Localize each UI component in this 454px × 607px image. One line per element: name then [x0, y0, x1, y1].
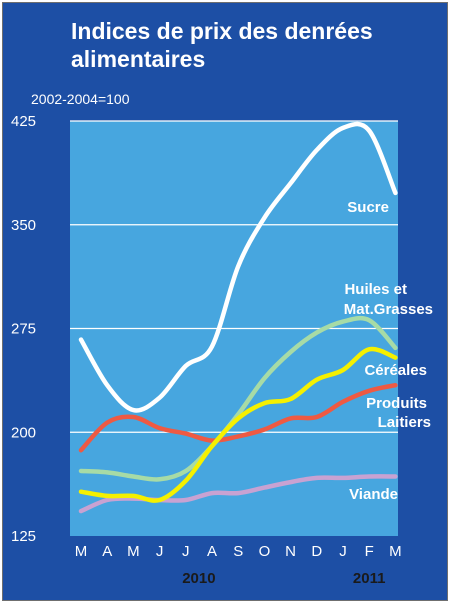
food-price-chart: Indices de prix des denrées alimentaires… — [11, 18, 433, 587]
series-label-huiles-line-2: Mat.Grasses — [344, 301, 433, 318]
x-tick-label: S — [233, 543, 243, 560]
x-tick-label: M — [127, 543, 140, 560]
y-tick-label: 275 — [11, 321, 36, 338]
x-tick-label: A — [207, 543, 217, 560]
x-tick-label: M — [75, 543, 88, 560]
year-label: 2010 — [182, 570, 215, 587]
series-label-viande: Viande — [349, 486, 398, 503]
chart-title: Indices de prix des denrées alimentaires — [71, 18, 373, 72]
x-tick-label: N — [285, 543, 296, 560]
x-tick-label: D — [311, 543, 322, 560]
series-label-sucre: Sucre — [347, 199, 389, 216]
gridlines — [70, 120, 398, 433]
x-tick-label: O — [259, 543, 271, 560]
x-tick-label: A — [102, 543, 112, 560]
series-labels: Sucre Huiles et Mat.Grasses Céréales Produit… — [344, 199, 433, 503]
y-tick-label: 200 — [11, 424, 36, 441]
series-huiles-line — [78, 315, 398, 482]
series-label-produits-line-2: Laitiers — [378, 414, 431, 431]
x-tick-label: J — [156, 543, 164, 560]
x-tick-label: M — [389, 543, 402, 560]
x-tick-label: J — [339, 543, 347, 560]
x-tick-label: J — [182, 543, 190, 560]
chart-title-line-1: Indices de prix des denrées — [71, 18, 373, 44]
y-axis-ticks: 425 350 275 200 125 — [11, 113, 36, 545]
y-tick-label: 125 — [11, 528, 36, 545]
series-cereales-line — [78, 346, 398, 503]
series-produits-laitiers-line — [78, 382, 398, 453]
series-label-produits-line-1: Produits — [366, 395, 427, 412]
x-tick-label: F — [365, 543, 374, 560]
series-label-cereales: Céréales — [364, 362, 427, 379]
y-tick-label: 425 — [11, 113, 36, 130]
y-tick-label: 350 — [11, 217, 36, 234]
chart-subtitle: 2002-2004=100 — [31, 91, 130, 107]
series-lines — [78, 121, 398, 514]
series-sucre-line — [78, 121, 398, 413]
chart-frame: Indices de prix des denrées alimentaires… — [2, 2, 448, 601]
year-labels: 2010 2011 — [182, 570, 385, 587]
series-viande-line — [78, 474, 398, 514]
chart-title-line-2: alimentaires — [71, 46, 205, 72]
year-label: 2011 — [353, 570, 386, 587]
series-label-huiles-line-1: Huiles et — [344, 281, 407, 298]
